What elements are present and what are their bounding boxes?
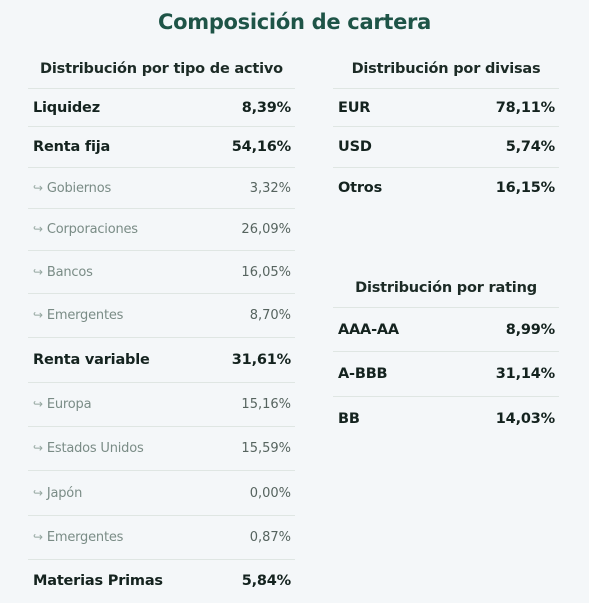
subitem-arrow-icon: ↪ <box>33 485 43 500</box>
row-value: 5,74% <box>505 139 556 155</box>
currency-distribution-section: Distribución por divisas EUR 78,11% USD … <box>333 50 559 208</box>
asset-subrow-europa: ↪ Europa 15,16% <box>28 383 295 427</box>
row-value: 15,59% <box>241 441 291 456</box>
subitem-arrow-icon: ↪ <box>33 441 43 455</box>
asset-row-renta-fija: Renta fija 54,16% <box>28 127 295 168</box>
row-label: Emergentes <box>46 530 124 545</box>
row-label: Europa <box>46 397 92 412</box>
row-value: 26,09% <box>241 222 291 237</box>
asset-row-renta-variable: Renta variable 31,61% <box>28 338 295 383</box>
row-label: Bancos <box>46 264 93 280</box>
row-value: 8,39% <box>241 99 292 116</box>
row-label: USD <box>338 139 372 155</box>
row-value: 15,16% <box>241 397 291 412</box>
row-value: 8,70% <box>249 308 291 323</box>
row-value: 31,61% <box>231 352 291 368</box>
row-label: EUR <box>338 99 371 116</box>
asset-subrow-japon: ↪ Japón 0,00% <box>28 471 295 516</box>
row-value: 8,99% <box>505 321 556 338</box>
row-label: Materias Primas <box>33 573 163 589</box>
row-label: Emergentes <box>46 308 124 323</box>
row-value: 16,05% <box>241 264 291 280</box>
rating-row-a-bbb: A-BBB 31,14% <box>333 352 559 397</box>
row-value: 0,00% <box>249 485 291 501</box>
row-value: 0,87% <box>249 530 291 545</box>
subitem-arrow-icon: ↪ <box>33 222 43 236</box>
asset-subrow-gobiernos: ↪ Gobiernos 3,32% <box>28 168 295 209</box>
row-label: Renta variable <box>33 352 150 368</box>
row-label: Gobiernos <box>46 180 112 196</box>
row-value: 31,14% <box>495 366 555 382</box>
row-value: 16,15% <box>495 180 555 196</box>
asset-distribution-section: Distribución por tipo de activo Liquidez… <box>28 50 295 602</box>
asset-subrow-bancos: ↪ Bancos 16,05% <box>28 251 295 294</box>
row-label: A-BBB <box>338 366 388 382</box>
asset-subrow-emergentes-rv: ↪ Emergentes 0,87% <box>28 516 295 560</box>
row-value: 54,16% <box>231 139 291 155</box>
rating-distribution-heading: Distribución por rating <box>333 269 559 308</box>
subitem-arrow-icon: ↪ <box>33 530 43 544</box>
subitem-arrow-icon: ↪ <box>33 308 43 322</box>
asset-row-liquidez: Liquidez 8,39% <box>28 89 295 127</box>
right-column: Distribución por divisas EUR 78,11% USD … <box>333 50 559 441</box>
subitem-arrow-icon: ↪ <box>33 264 43 279</box>
row-label: Renta fija <box>33 139 111 155</box>
row-label: Estados Unidos <box>46 441 144 456</box>
currency-distribution-heading: Distribución por divisas <box>333 50 559 89</box>
currency-row-otros: Otros 16,15% <box>333 168 559 208</box>
row-label: Corporaciones <box>46 222 138 237</box>
row-value: 78,11% <box>495 99 555 116</box>
page-title: Composición de cartera <box>158 10 431 34</box>
row-value: 14,03% <box>495 411 555 427</box>
row-label: BB <box>338 411 360 427</box>
currency-row-eur: EUR 78,11% <box>333 89 559 127</box>
asset-subrow-estados-unidos: ↪ Estados Unidos 15,59% <box>28 427 295 471</box>
asset-distribution-heading: Distribución por tipo de activo <box>28 50 295 89</box>
row-value: 3,32% <box>249 180 291 196</box>
asset-subrow-emergentes-rf: ↪ Emergentes 8,70% <box>28 294 295 338</box>
rating-row-aaa-aa: AAA-AA 8,99% <box>333 308 559 352</box>
row-value: 5,84% <box>241 573 292 589</box>
subitem-arrow-icon: ↪ <box>33 397 43 411</box>
asset-subrow-corporaciones: ↪ Corporaciones 26,09% <box>28 209 295 251</box>
currency-row-usd: USD 5,74% <box>333 127 559 168</box>
row-label: AAA-AA <box>338 321 399 338</box>
subitem-arrow-icon: ↪ <box>33 180 43 195</box>
row-label: Liquidez <box>33 99 100 116</box>
section-spacer <box>333 208 559 269</box>
asset-row-materias-primas: Materias Primas 5,84% <box>28 560 295 602</box>
rating-distribution-section: Distribución por rating AAA-AA 8,99% A-B… <box>333 269 559 441</box>
row-label: Otros <box>338 180 383 196</box>
rating-row-bb: BB 14,03% <box>333 397 559 441</box>
row-label: Japón <box>46 485 83 501</box>
